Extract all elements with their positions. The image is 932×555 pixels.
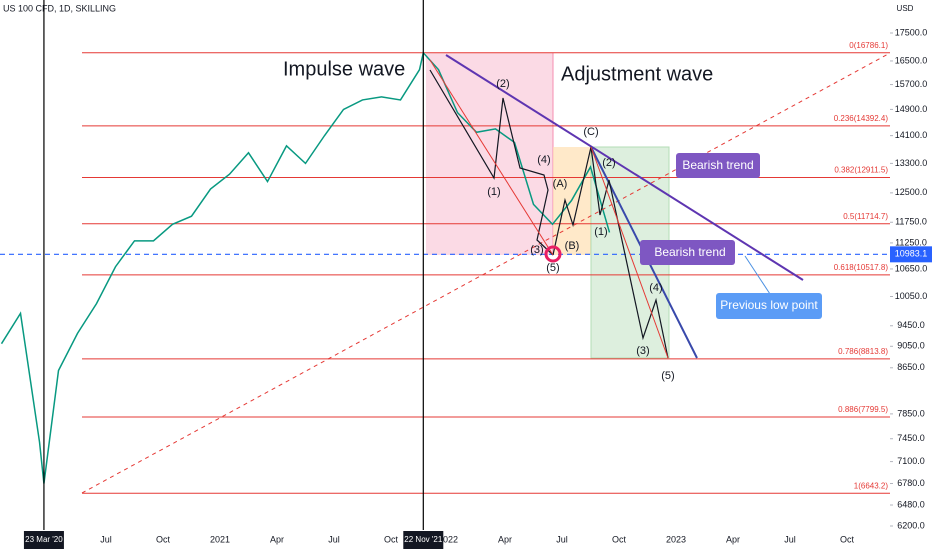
x-tick-label: Jul: [100, 534, 112, 544]
drawings: [426, 53, 670, 359]
x-tick-label: Oct: [840, 534, 855, 544]
wave-label: (1): [487, 186, 500, 198]
y-tick-label: 14900.0: [895, 104, 928, 114]
current-price-label: 10983.1: [895, 249, 928, 259]
y-tick-label: 6200.0: [897, 520, 925, 530]
annotation: Impulse wave: [283, 58, 405, 80]
y-tick-label: 14100.0: [895, 130, 928, 140]
wave-label: (B): [565, 240, 580, 252]
low-marker: [544, 245, 562, 263]
fib-label: 0(16786.1): [849, 41, 888, 50]
wave-label: (5): [546, 262, 559, 274]
fib-label: 0.382(12911.5): [834, 166, 888, 175]
annotations: Impulse wave Adjustment wave Bearish tre…: [283, 58, 822, 319]
fib-label: 0.786(8813.8): [838, 347, 888, 356]
y-tick-label: 11250.0: [895, 237, 927, 247]
y-tick-label: 16500.0: [895, 55, 928, 65]
y-tick-label: 7450.0: [897, 433, 925, 443]
callout-pointer: [744, 255, 771, 295]
callout-box: [716, 293, 822, 319]
y-tick-label: 7850.0: [897, 408, 925, 418]
x-tick-label: Jul: [328, 534, 340, 544]
x-tick-label: Jul: [784, 534, 796, 544]
y-tick-label: 7100.0: [897, 456, 925, 466]
fib-label: 0.618(10517.8): [834, 263, 889, 272]
y-tick-label: 10050.0: [895, 291, 928, 301]
fib-levels: 0(16786.1) 0.236(14392.4) 0.382(12911.5) 0.…: [0, 41, 890, 494]
fib-label: 0.5(11714.7): [843, 212, 888, 221]
y-axis-bg: [890, 0, 932, 550]
fib-label: 1(6643.2): [854, 481, 889, 490]
current-price-bg: [890, 246, 932, 263]
y-tick-label: 10650.0: [895, 263, 928, 273]
x-tick-label: 2022: [438, 534, 458, 544]
crosshair-label-bg: [23, 531, 64, 549]
crosshair-label: 23 Mar '20: [25, 535, 63, 544]
x-tick-label: Oct: [384, 534, 399, 544]
y-tick-label: 8650.0: [897, 362, 925, 372]
x-tick-label: Apr: [270, 534, 284, 544]
wave-label: (5): [661, 370, 674, 382]
y-tick-label: 17500.0: [895, 27, 928, 37]
callout: Previous low point: [720, 298, 818, 312]
wave-line: [590, 146, 669, 359]
y-tick-label: 6780.0: [897, 478, 925, 488]
wave-label: (3): [636, 345, 649, 357]
x-tick-label: 2021: [210, 534, 230, 544]
callout-box: [676, 153, 760, 178]
wave-label: (2): [496, 78, 509, 90]
y-tick-label: 12500.0: [895, 187, 928, 197]
x-axis-bg: [0, 530, 932, 550]
y-tick-label: 6480.0: [897, 499, 925, 509]
wave-label: (C): [583, 126, 598, 138]
currency: USD: [897, 4, 914, 13]
drawings: [81, 52, 891, 494]
price: [0, 0, 611, 530]
y-tick-label: 11750.0: [895, 217, 927, 227]
y-tick-label: 9050.0: [897, 341, 925, 351]
wave-label: (2): [602, 157, 615, 169]
wave-label: (1): [594, 226, 607, 238]
axes: 17500.0 16500.0 15700.0 14900.0 14100.0 13300…: [23, 27, 932, 549]
callout-box: [640, 240, 735, 265]
trend-line: [445, 54, 804, 281]
callout: Bearish trend: [654, 245, 725, 259]
fib-label: 0.886(7799.5): [838, 405, 888, 414]
wave-labels: (2)(4)(1)(3)(5)(A)(B)(C)(1)(2)(4)(3)(5): [487, 78, 674, 382]
crosshair-label-bg: [403, 531, 444, 549]
fib-label: 0.236(14392.4): [834, 114, 889, 123]
wave-line: [429, 59, 554, 256]
price-line: [0, 51, 611, 484]
dashed-trend: [81, 52, 891, 494]
x-tick-label: Jul: [556, 534, 568, 544]
callout: Bearish trend: [682, 158, 753, 172]
wave-label: (4): [649, 282, 662, 294]
y-tick-label: 15700.0: [895, 79, 928, 89]
x-tick-label: Apr: [726, 534, 740, 544]
x-tick-label: 2023: [666, 534, 686, 544]
y-tick-label: 9450.0: [897, 320, 925, 330]
wave-label: (4): [537, 154, 550, 166]
x-tick-label: Oct: [156, 534, 171, 544]
crosshair-label: 22 Nov '21: [404, 535, 443, 544]
x-tick-label: Apr: [498, 534, 512, 544]
x-tick-label: Oct: [612, 534, 627, 544]
annotation: Adjustment wave: [561, 63, 713, 85]
header: US 100 CFD, 1D, SKILLING: [3, 3, 116, 13]
y-tick-label: 13300.0: [895, 158, 928, 168]
wave-label: (3): [530, 244, 543, 256]
wave-label: (A): [553, 178, 568, 190]
